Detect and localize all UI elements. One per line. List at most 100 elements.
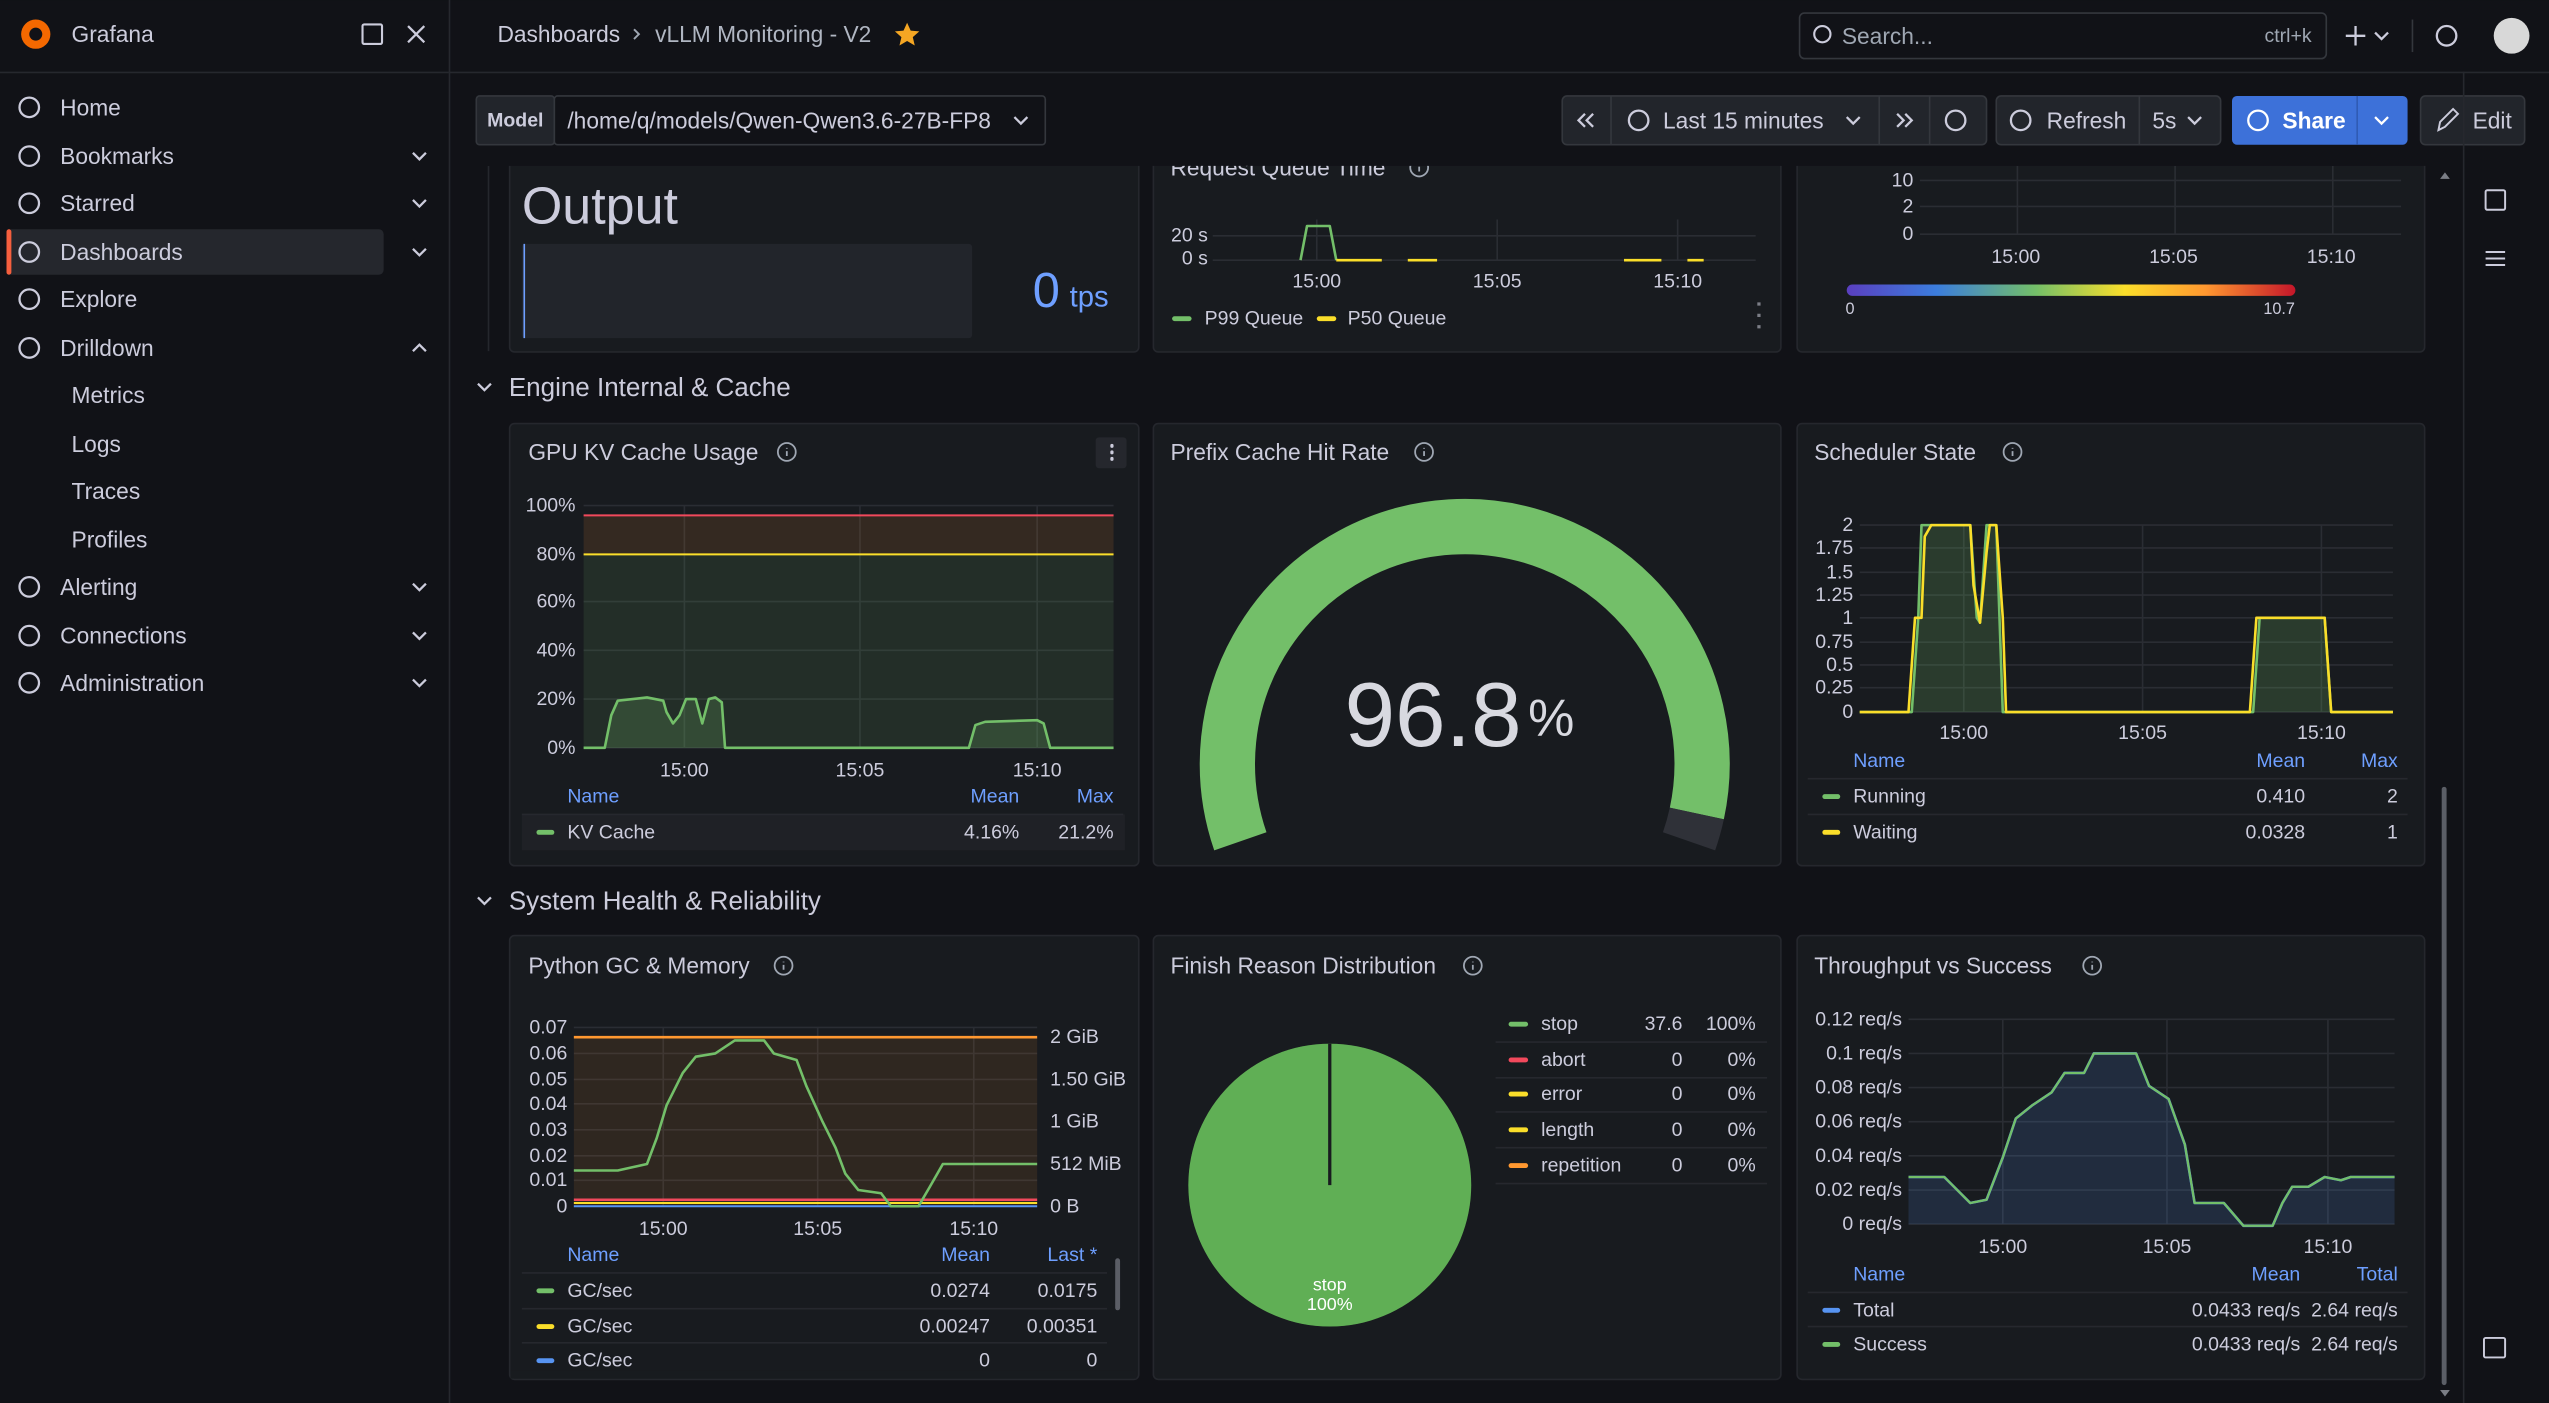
tick-label: 1 GiB xyxy=(1050,1111,1099,1133)
threshold-area xyxy=(583,515,1114,555)
panel-title: Finish Reason Distribution xyxy=(1170,953,1436,979)
share-label: Share xyxy=(2282,107,2345,133)
nav-item[interactable]: Home xyxy=(60,94,121,120)
tick-label: 60% xyxy=(536,591,575,613)
nav-item[interactable]: Connections xyxy=(60,623,186,649)
series-line xyxy=(573,1039,1038,1208)
search-placeholder: Search... xyxy=(1842,23,1933,49)
legend-header: Name xyxy=(1853,1264,1905,1286)
sparkline-box xyxy=(521,243,973,339)
tick-label: 15:00 xyxy=(1991,246,2040,268)
nav-item[interactable]: Administration xyxy=(60,670,204,696)
tick-label: 1 xyxy=(1842,607,1853,629)
export-button[interactable] xyxy=(2484,189,2507,211)
add-button[interactable] xyxy=(2345,26,2366,46)
refresh-interval[interactable]: 5s xyxy=(2152,107,2176,133)
zoom-out-button[interactable] xyxy=(1944,109,1967,132)
nav-item[interactable]: Starred xyxy=(60,190,135,216)
series-line xyxy=(583,696,1114,750)
favorite-star[interactable] xyxy=(894,22,920,46)
breadcrumb[interactable]: Dashboards xyxy=(497,21,620,47)
tick-label: 15:05 xyxy=(793,1218,842,1240)
legend-name: GC/sec xyxy=(567,1280,632,1302)
tick-label: 0.06 xyxy=(529,1042,567,1064)
time-range[interactable]: Last 15 minutes xyxy=(1663,107,1824,133)
tick-label: 1.5 xyxy=(1826,561,1853,583)
tick-label: 0 xyxy=(556,1195,567,1217)
legend-swatch xyxy=(1822,1342,1841,1347)
tick-label: 0.08 req/s xyxy=(1815,1077,1902,1099)
panel-python-gc xyxy=(508,934,1140,1381)
time-back-button[interactable] xyxy=(1576,113,1594,128)
tick-label: 0.07 xyxy=(529,1016,567,1038)
gauge-value: 96.8 xyxy=(1344,665,1521,766)
info-icon xyxy=(1414,442,1434,462)
legend-swatch xyxy=(536,1288,555,1294)
tick-label: 0.03 xyxy=(529,1119,567,1141)
time-picker xyxy=(1561,95,1988,146)
grafana-logo xyxy=(29,27,43,41)
nav-icon xyxy=(18,671,41,694)
chevron-icon xyxy=(412,152,427,161)
edit-button[interactable] xyxy=(2419,95,2526,146)
panel-title: Prefix Cache Hit Rate xyxy=(1170,439,1389,465)
search-icon xyxy=(1813,24,1832,44)
legend-scrollbar xyxy=(1115,1258,1121,1311)
refresh-button[interactable]: Refresh xyxy=(2047,107,2127,133)
nav-icon xyxy=(18,192,41,215)
outline-button[interactable] xyxy=(2485,251,2506,266)
chevron-icon xyxy=(412,343,427,352)
tick-label: 10 xyxy=(1892,169,1914,191)
clock-icon xyxy=(1627,109,1650,132)
nav-item[interactable]: Explore xyxy=(60,286,137,312)
panel-throughput xyxy=(1796,934,2426,1381)
tick-label: 15:05 xyxy=(2143,1236,2192,1258)
scrollbar-thumb[interactable] xyxy=(2441,786,2447,1386)
tick-label: 15:10 xyxy=(2304,1236,2353,1258)
tick-label: 15:05 xyxy=(836,760,885,782)
nav-subitem[interactable]: Metrics xyxy=(72,382,145,408)
legend-swatch xyxy=(1508,1127,1529,1133)
nav-item[interactable]: Drilldown xyxy=(60,335,154,361)
nav-icon xyxy=(18,241,41,263)
legend-header: Mean xyxy=(2251,1264,2300,1286)
search-shortcut: ctrl+k xyxy=(2265,25,2312,47)
help-button[interactable] xyxy=(2435,24,2458,47)
nav-subitem[interactable]: Logs xyxy=(72,431,121,457)
legend-name: Total xyxy=(1853,1299,1894,1321)
legend-value: 0.00351 xyxy=(1027,1316,1098,1338)
tick-label: 1.50 GiB xyxy=(1050,1068,1126,1090)
legend-swatch xyxy=(1508,1091,1529,1097)
variable-select[interactable] xyxy=(553,95,1047,146)
close-menu-button[interactable] xyxy=(407,25,426,44)
scale-label: 0 xyxy=(1845,300,1854,318)
breadcrumb-separator xyxy=(633,28,641,40)
dock-menu-button[interactable] xyxy=(361,23,384,45)
nav-subitem[interactable]: Profiles xyxy=(72,527,148,553)
legend-swatch xyxy=(1822,829,1841,835)
search-box[interactable] xyxy=(1798,12,2328,60)
legend-value: 0 xyxy=(1672,1155,1683,1177)
legend-name: error xyxy=(1541,1083,1583,1105)
legend-header: Max xyxy=(1077,786,1114,808)
refresh-picker xyxy=(1995,95,2222,146)
chevron-icon xyxy=(412,199,427,209)
nav-item[interactable]: Dashboards xyxy=(60,239,183,265)
legend-value: 37.6 xyxy=(1645,1013,1683,1035)
info-icon xyxy=(2082,955,2103,976)
legend-clip xyxy=(510,1370,1137,1379)
time-forward-button[interactable] xyxy=(1896,113,1914,128)
dock-button[interactable] xyxy=(2482,1336,2507,1359)
legend-value: 0 xyxy=(1672,1083,1683,1105)
legend-swatch xyxy=(1508,1021,1529,1027)
tick-label: 15:10 xyxy=(2297,722,2346,744)
nav-item[interactable]: Alerting xyxy=(60,574,137,600)
legend-swatch xyxy=(1508,1163,1529,1169)
nav-subitem[interactable]: Traces xyxy=(72,478,141,504)
legend-value: 0 xyxy=(979,1350,990,1372)
nav-item[interactable]: Bookmarks xyxy=(60,143,174,169)
share-button[interactable] xyxy=(2232,95,2408,145)
user-avatar[interactable] xyxy=(2493,17,2530,54)
legend-percent: 0% xyxy=(1728,1155,1756,1177)
legend-swatch xyxy=(536,829,555,835)
